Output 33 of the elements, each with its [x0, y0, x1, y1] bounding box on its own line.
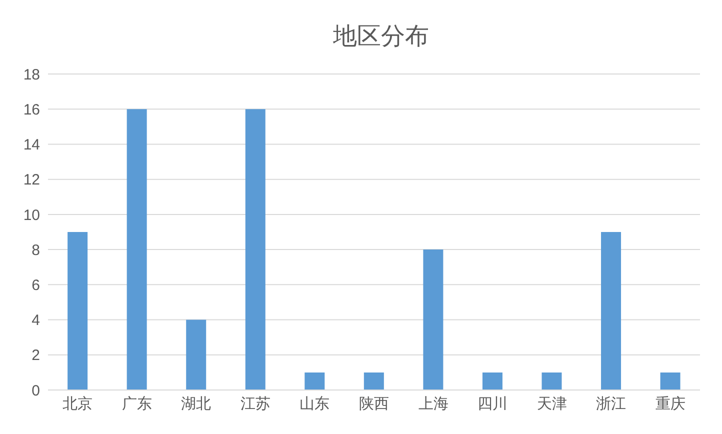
- bar: [482, 372, 502, 390]
- x-tick-label: 陕西: [359, 396, 389, 413]
- bar: [423, 250, 444, 390]
- y-tick-label: 0: [32, 382, 40, 400]
- bar: [364, 372, 384, 390]
- bar: [542, 372, 562, 390]
- y-tick-label: 12: [23, 172, 40, 189]
- y-tick-label: 18: [23, 66, 40, 84]
- y-tick-label: 16: [23, 101, 40, 118]
- y-tick-label: 8: [32, 242, 40, 259]
- bar: [186, 320, 206, 390]
- y-tick-label: 4: [32, 312, 40, 330]
- y-tick-label: 2: [32, 347, 40, 364]
- x-tick-label: 四川: [478, 396, 508, 413]
- bar: [304, 372, 325, 390]
- x-tick-label: 湖北: [181, 396, 212, 413]
- bar: [126, 109, 147, 390]
- bar: [660, 372, 680, 390]
- x-tick-label: 重庆: [655, 396, 686, 413]
- x-tick-label: 山东: [300, 396, 330, 413]
- y-tick-label: 10: [23, 206, 40, 224]
- x-tick-label: 江苏: [240, 396, 270, 413]
- bar: [68, 232, 88, 390]
- x-tick-label: 广东: [122, 396, 152, 413]
- bar: [245, 109, 266, 390]
- x-tick-label: 天津: [536, 396, 567, 413]
- x-tick-label: 北京: [62, 396, 93, 413]
- y-tick-label: 14: [23, 136, 40, 154]
- chart-title: 地区分布: [332, 22, 430, 52]
- y-tick-label: 6: [32, 276, 40, 294]
- x-tick-label: 上海: [418, 396, 448, 413]
- bar: [601, 232, 622, 390]
- x-tick-label: 浙江: [596, 396, 626, 413]
